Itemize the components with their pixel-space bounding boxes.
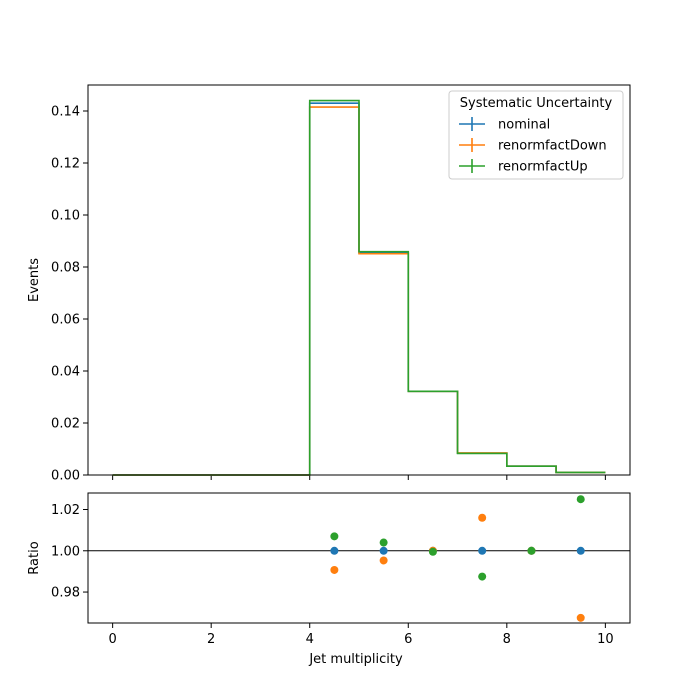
main-plot-frame	[87, 84, 631, 476]
main-y-tick-label: 0.00	[51, 469, 80, 484]
x-tick-label: 6	[404, 632, 412, 647]
main-y-tick-label: 0.12	[51, 157, 80, 172]
x-tick-label: 2	[207, 632, 215, 647]
legend-box	[448, 90, 624, 180]
main-y-tick-label: 0.08	[51, 261, 80, 276]
ratio-y-tick-label: 1.00	[51, 544, 80, 559]
ratio-point-nominal	[330, 546, 339, 555]
ratio-y-ticks: 0.98 1.00 1.02	[51, 503, 88, 601]
x-tick-label: 0	[108, 632, 116, 647]
x-tick-label: 10	[597, 632, 614, 647]
ratio-point-renormfactDown	[379, 556, 388, 565]
legend: Systematic Uncertainty nominal renormfact…	[448, 90, 624, 180]
ratio-point-renormfactUp	[428, 547, 437, 556]
main-y-axis-label: Events	[27, 258, 42, 302]
legend-entry-renormfactUp: renormfactUp	[459, 159, 588, 175]
legend-title: Systematic Uncertainty	[460, 96, 613, 111]
main-y-tick-label: 0.14	[51, 105, 80, 120]
legend-label: renormfactUp	[498, 160, 588, 175]
ratio-y-tick-label: 1.02	[51, 503, 80, 518]
main-y-tick-label: 0.10	[51, 209, 80, 224]
ratio-point-renormfactUp	[379, 538, 388, 547]
legend-label: nominal	[498, 118, 550, 133]
ratio-point-renormfactDown	[330, 565, 339, 574]
ratio-point-nominal	[576, 546, 585, 555]
legend-entry-nominal: nominal	[459, 117, 550, 133]
ratio-point-nominal	[478, 546, 487, 555]
ratio-series-group	[330, 495, 585, 622]
x-tick-label: 8	[503, 632, 511, 647]
ratio-point-renormfactUp	[527, 546, 536, 555]
legend-entry-renormfactDown: renormfactDown	[459, 138, 607, 154]
ratio-x-ticks: 0 2 4 6 8 10	[108, 623, 614, 647]
ratio-plot-panel: 0.98 1.00 1.02 0 2 4 6 8 10 Ratio Jet multiplic…	[27, 492, 631, 667]
ratio-y-tick-label: 0.98	[51, 586, 80, 601]
ratio-y-axis-label: Ratio	[27, 541, 42, 574]
legend-label: renormfactDown	[498, 139, 607, 154]
legend-entries: nominal renormfactDown renormfactUp	[459, 117, 607, 175]
main-plot-panel: 0.00 0.02 0.04 0.06 0.08 0.10 0.12 0.14 Events	[27, 84, 631, 484]
main-y-tick-label: 0.02	[51, 417, 80, 432]
ratio-point-nominal	[379, 546, 388, 555]
x-axis-label: Jet multiplicity	[308, 652, 403, 667]
main-y-tick-label: 0.06	[51, 313, 80, 328]
main-y-ticks: 0.00 0.02 0.04 0.06 0.08 0.10 0.12 0.14	[51, 105, 88, 484]
ratio-point-renormfactDown	[576, 613, 585, 622]
ratio-point-renormfactDown	[478, 513, 487, 522]
x-tick-label: 4	[306, 632, 314, 647]
ratio-point-renormfactUp	[576, 495, 585, 504]
ratio-point-renormfactUp	[330, 532, 339, 541]
main-x-ticks	[112, 475, 606, 480]
ratio-point-renormfactUp	[478, 572, 487, 581]
ratio-plot-frame	[87, 492, 631, 624]
main-y-tick-label: 0.04	[51, 365, 80, 380]
